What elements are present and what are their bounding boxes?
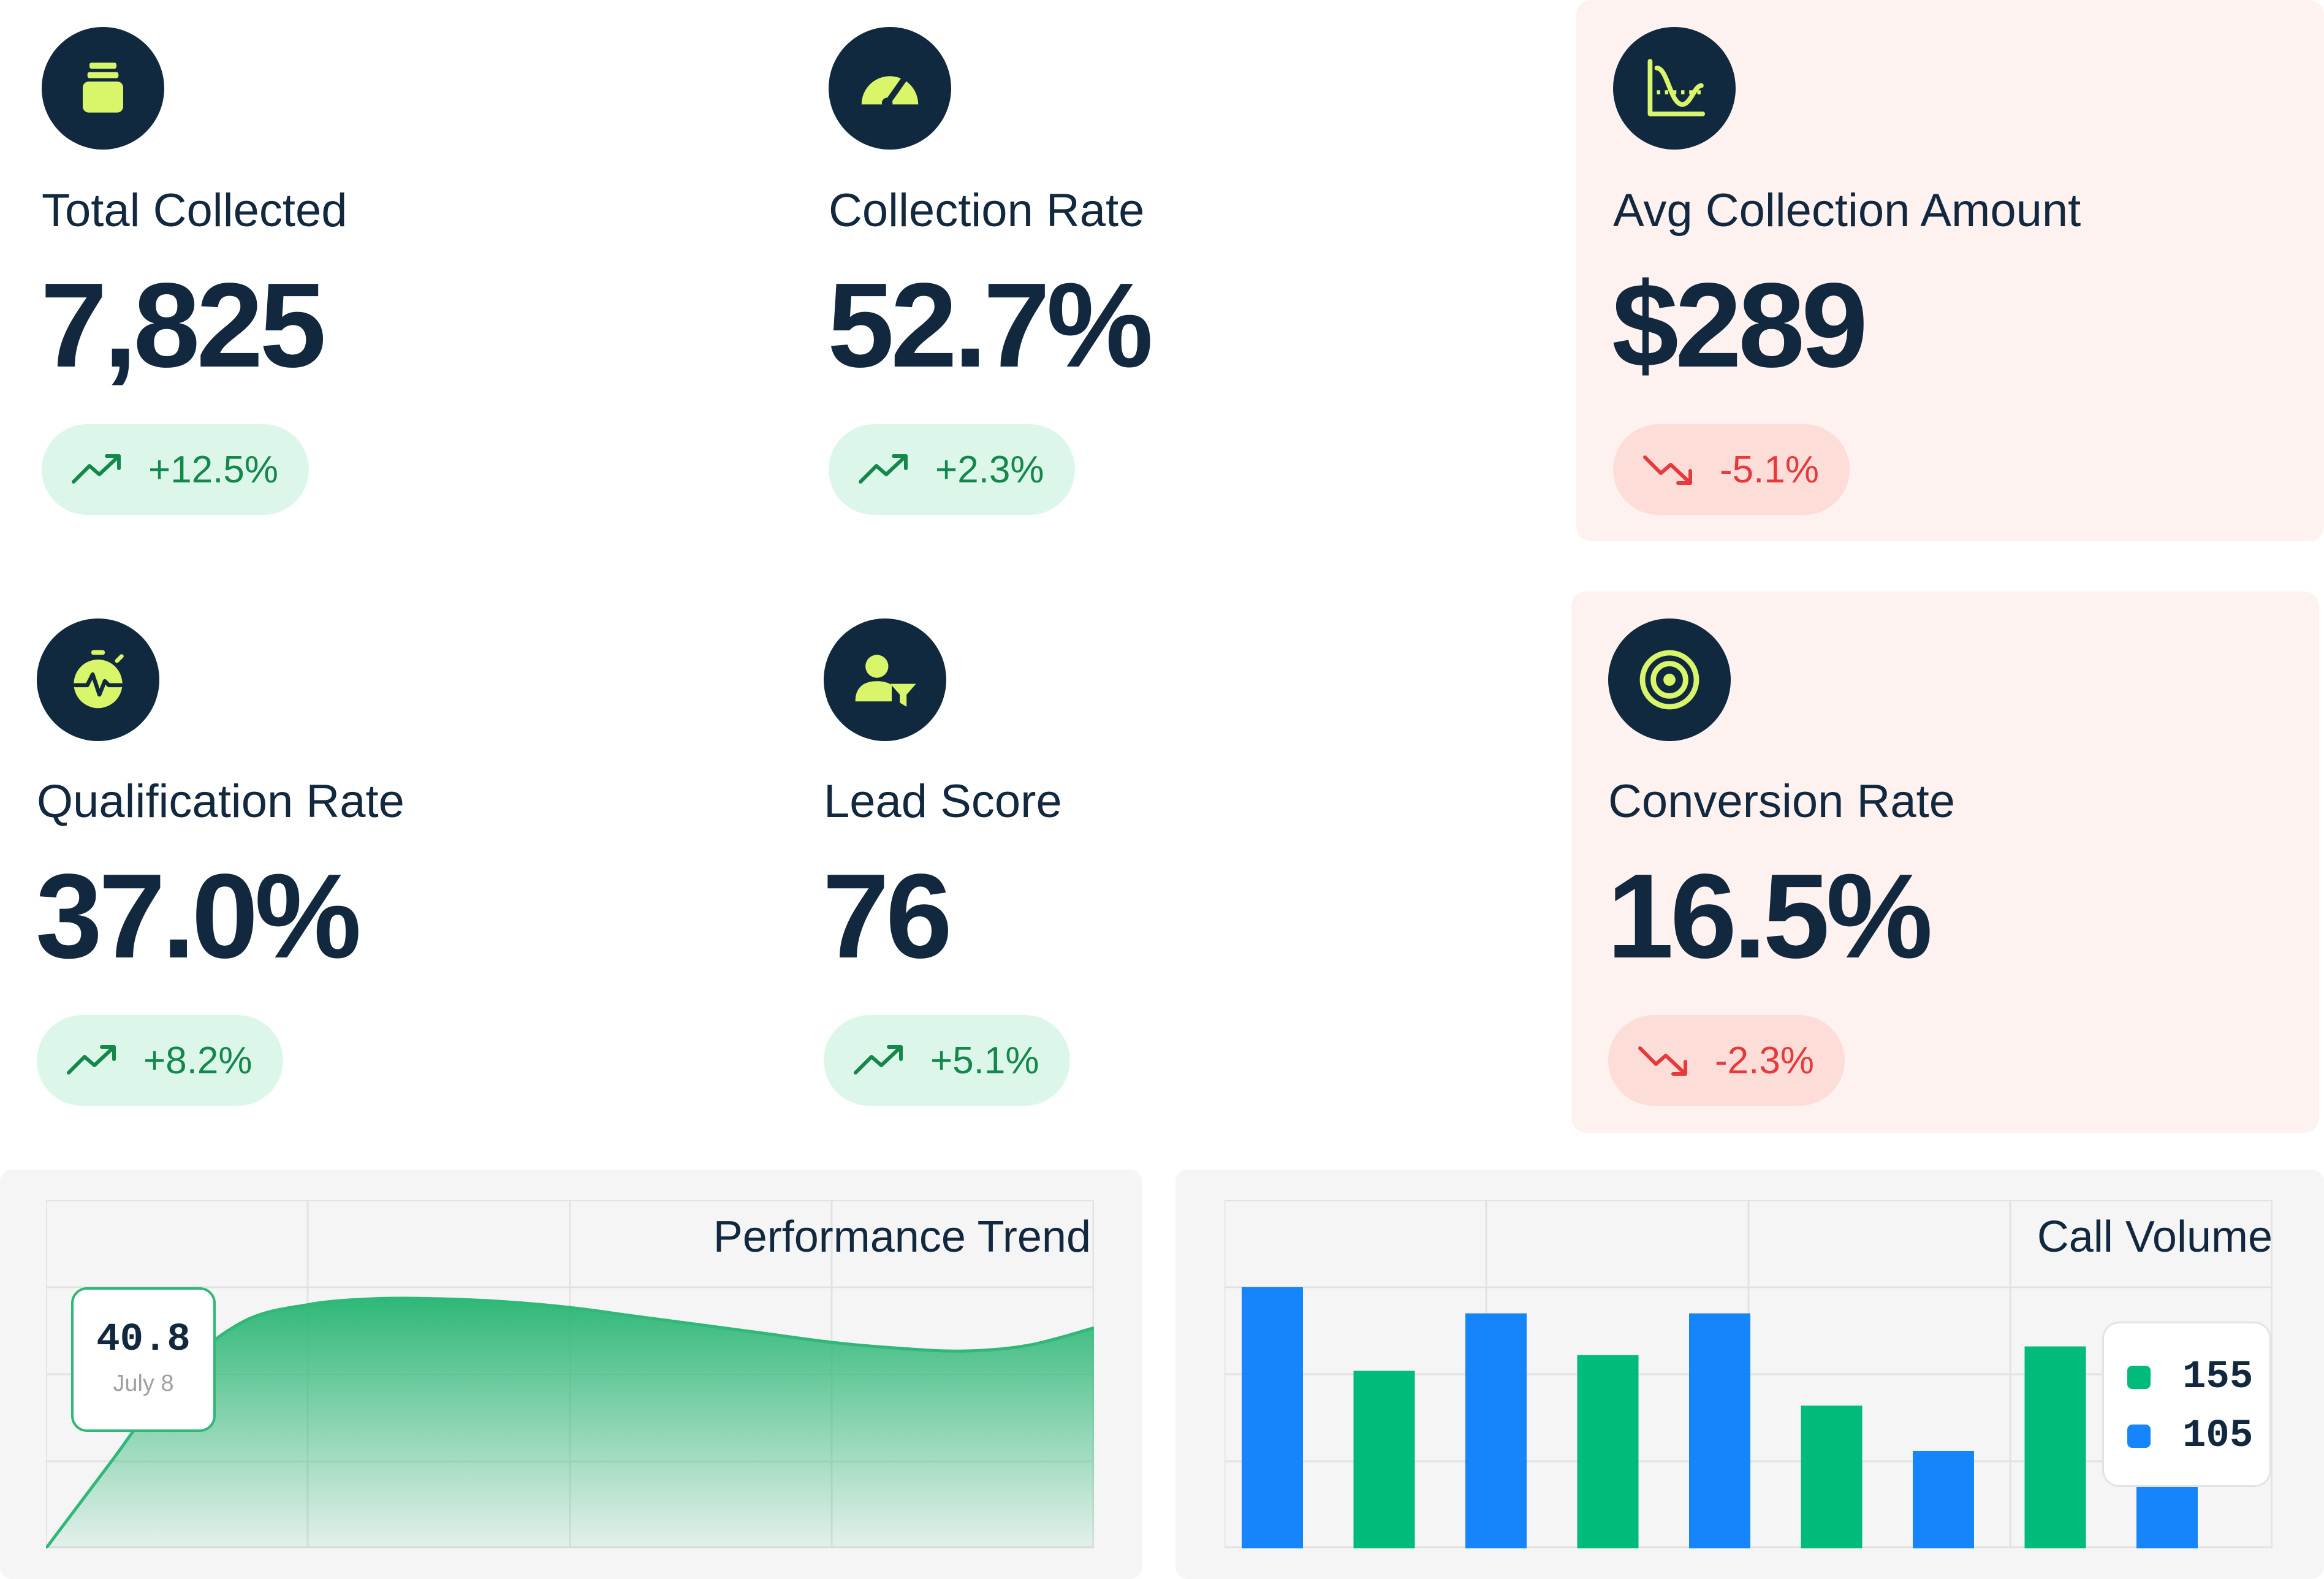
target-icon xyxy=(1608,618,1731,741)
metric-change-text: +12.5% xyxy=(148,448,279,491)
metric-label: Avg Collection Amount xyxy=(1613,185,2081,237)
metric-change-badge: -2.3% xyxy=(1608,1015,1845,1106)
metric-change-text: -2.3% xyxy=(1715,1039,1814,1082)
call-volume-bar[interactable] xyxy=(1577,1355,1639,1548)
metric-label: Qualification Rate xyxy=(37,775,404,828)
metric-change-badge: +5.1% xyxy=(824,1015,1070,1106)
performance-trend-chart[interactable] xyxy=(46,1200,1094,1548)
call-volume-legend: 155 105 xyxy=(2102,1322,2271,1487)
metric-change-badge: +2.3% xyxy=(829,424,1075,515)
metric-change-badge: -5.1% xyxy=(1613,424,1850,515)
call-volume-bar[interactable] xyxy=(2024,1346,2086,1548)
metric-value: 52.7% xyxy=(827,258,1153,392)
jar-icon xyxy=(42,27,164,150)
metric-value: 7,825 xyxy=(40,258,326,392)
performance-chart-title: Performance Trend xyxy=(713,1212,1091,1261)
curve-chart-icon xyxy=(1613,27,1736,150)
trend-up-icon xyxy=(854,1045,903,1075)
metric-change-badge: +8.2% xyxy=(37,1015,283,1106)
call-volume-bar[interactable] xyxy=(1801,1406,1863,1548)
metric-change-badge: +12.5% xyxy=(42,424,309,515)
call-volume-bar[interactable] xyxy=(1913,1450,1974,1548)
legend-value: 155 xyxy=(2182,1355,2254,1399)
metric-value: $289 xyxy=(1612,258,1868,392)
metric-label: Total Collected xyxy=(42,185,347,237)
stopwatch-pulse-icon xyxy=(37,618,159,741)
call-volume-bar[interactable] xyxy=(1689,1313,1750,1548)
metric-label: Conversion Rate xyxy=(1608,775,1956,828)
trend-up-icon xyxy=(859,454,908,484)
call-volume-chart-title: Call Volume xyxy=(2037,1212,2273,1261)
trend-up-icon xyxy=(72,454,121,484)
metric-change-text: +5.1% xyxy=(930,1039,1039,1082)
call-volume-chart[interactable] xyxy=(1225,1200,2273,1548)
legend-swatch-blue xyxy=(2127,1425,2151,1448)
metric-change-text: -5.1% xyxy=(1720,448,1819,491)
legend-value: 105 xyxy=(2182,1414,2254,1458)
legend-item: 155 xyxy=(2127,1358,2253,1397)
trend-down-icon xyxy=(1638,1046,1687,1076)
performance-tooltip: 40.8 July 8 xyxy=(71,1287,216,1432)
user-filter-icon xyxy=(824,618,946,741)
call-volume-bar[interactable] xyxy=(1353,1371,1415,1548)
metric-change-text: +2.3% xyxy=(935,448,1044,491)
legend-item: 105 xyxy=(2127,1417,2253,1456)
metric-value: 76 xyxy=(822,849,952,983)
metric-change-text: +8.2% xyxy=(143,1039,253,1082)
tooltip-date: July 8 xyxy=(113,1371,174,1396)
metric-value: 37.0% xyxy=(36,849,362,983)
call-volume-bar[interactable] xyxy=(1465,1313,1527,1548)
metric-label: Collection Rate xyxy=(829,185,1145,237)
tooltip-value: 40.8 xyxy=(96,1318,191,1362)
gauge-icon xyxy=(829,27,951,150)
performance-area xyxy=(46,1298,1094,1548)
legend-swatch-green xyxy=(2127,1366,2151,1389)
trend-up-icon xyxy=(67,1045,116,1075)
metric-value: 16.5% xyxy=(1607,849,1933,983)
metric-label: Lead Score xyxy=(824,775,1062,828)
trend-down-icon xyxy=(1643,455,1692,485)
call-volume-bar[interactable] xyxy=(1242,1287,1303,1548)
